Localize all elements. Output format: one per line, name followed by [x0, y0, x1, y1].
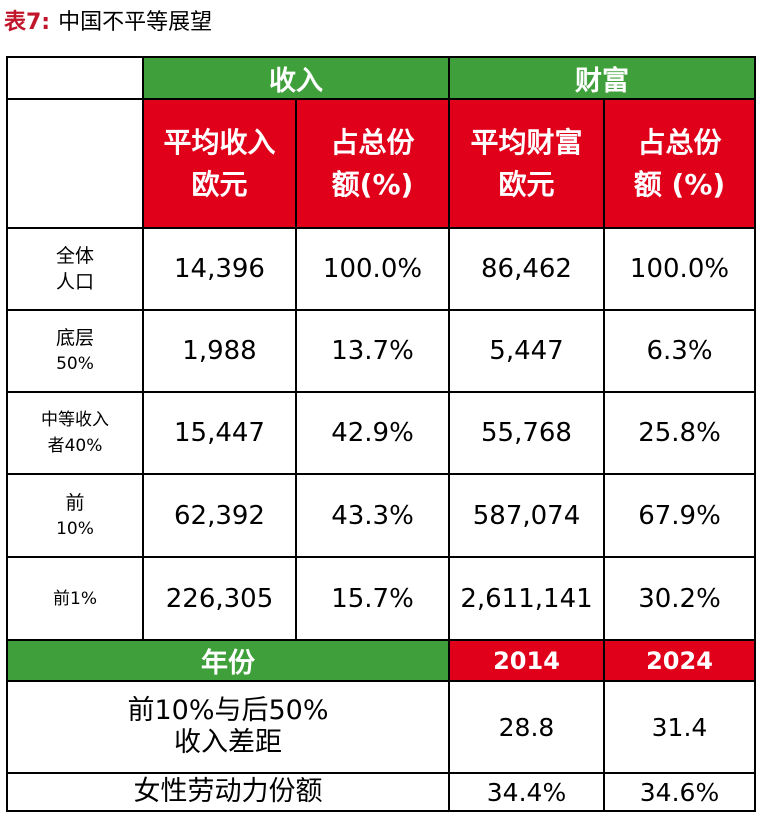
avg-income-cell: 226,305 [142, 556, 297, 641]
table-row: 全体 人口 14,396 100.0% 86,462 100.0% [6, 227, 756, 311]
corner-cell [6, 56, 144, 100]
row-label-line1: 底层 [55, 327, 94, 349]
avg-wealth-cell: 86,462 [448, 227, 605, 311]
avg-income-cell: 1,988 [142, 309, 297, 393]
income-gap-row: 前10%与后50% 收入差距 28.8 31.4 [6, 680, 756, 774]
column-header-row: 平均收入 欧元 占总份 额(%) 平均财富 欧元 占总份 额 (%) [6, 98, 756, 229]
wealth-share-cell: 67.9% [603, 473, 756, 558]
income-share-cell: 43.3% [295, 473, 450, 558]
income-gap-label-line1: 前10%与后50% [127, 695, 329, 726]
avg-income-cell: 15,447 [142, 391, 297, 475]
year-2014-cell: 2014 [448, 639, 605, 682]
income-gap-label: 前10%与后50% 收入差距 [6, 680, 450, 774]
caption-label: 表7: [4, 10, 51, 35]
avg-income-header-line1: 平均收入 [163, 125, 276, 159]
row-label-header [6, 98, 144, 229]
income-gap-2024-cell: 31.4 [603, 680, 756, 774]
wealth-share-cell: 6.3% [603, 309, 756, 393]
avg-income-header-line2: 欧元 [191, 167, 248, 201]
wealth-share-cell: 30.2% [603, 556, 756, 641]
group-header-row: 收入 财富 [6, 56, 756, 100]
row-label-line2: 50% [56, 354, 94, 374]
wealth-share-header: 占总份 额 (%) [603, 98, 756, 229]
income-share-cell: 100.0% [295, 227, 450, 311]
female-labor-2024-cell: 34.6% [603, 772, 756, 812]
avg-wealth-cell: 55,768 [448, 391, 605, 475]
table-row: 中等收入 者40% 15,447 42.9% 55,768 25.8% [6, 391, 756, 475]
year-2024-cell: 2024 [603, 639, 756, 682]
row-label-line1: 前1% [53, 588, 97, 609]
row-label: 底层 50% [6, 309, 144, 393]
inequality-table: 收入 财富 平均收入 欧元 占总份 额(%) 平均财富 欧元 占总份 额 (%)… [6, 56, 756, 812]
income-gap-2014-cell: 28.8 [448, 680, 605, 774]
avg-income-cell: 62,392 [142, 473, 297, 558]
row-label-line2: 10% [56, 518, 94, 539]
row-label-line1: 前 [65, 491, 85, 514]
income-share-header-line1: 占总份 [330, 125, 415, 159]
avg-wealth-cell: 587,074 [448, 473, 605, 558]
table-caption: 表7: 中国不平等展望 [4, 6, 212, 40]
income-share-cell: 13.7% [295, 309, 450, 393]
female-labor-label: 女性劳动力份额 [6, 772, 450, 812]
row-label-line1: 中等收入 [41, 410, 109, 430]
row-label-line1: 全体 [55, 245, 94, 267]
table-row: 底层 50% 1,988 13.7% 5,447 6.3% [6, 309, 756, 393]
wealth-group-header: 财富 [448, 56, 756, 100]
wealth-share-cell: 100.0% [603, 227, 756, 311]
avg-income-header: 平均收入 欧元 [142, 98, 297, 229]
avg-wealth-header-line2: 欧元 [498, 167, 555, 201]
avg-wealth-cell: 5,447 [448, 309, 605, 393]
row-label: 中等收入 者40% [6, 391, 144, 475]
wealth-share-cell: 25.8% [603, 391, 756, 475]
income-gap-label-line2: 收入差距 [174, 727, 282, 758]
row-label: 前1% [6, 556, 144, 641]
table-row: 前1% 226,305 15.7% 2,611,141 30.2% [6, 556, 756, 641]
avg-wealth-cell: 2,611,141 [448, 556, 605, 641]
avg-wealth-header-line1: 平均财富 [470, 125, 583, 159]
row-label-line2: 者40% [47, 436, 103, 456]
income-share-cell: 15.7% [295, 556, 450, 641]
wealth-share-header-line1: 占总份 [637, 125, 722, 159]
table-row: 前 10% 62,392 43.3% 587,074 67.9% [6, 473, 756, 558]
income-group-header: 收入 [142, 56, 450, 100]
year-label-cell: 年份 [6, 639, 450, 682]
female-labor-2014-cell: 34.4% [448, 772, 605, 812]
wealth-share-header-line2: 额 (%) [633, 167, 726, 201]
row-label: 前 10% [6, 473, 144, 558]
income-share-header-line2: 额(%) [331, 167, 414, 201]
row-label-line2: 人口 [55, 271, 94, 293]
income-share-header: 占总份 额(%) [295, 98, 450, 229]
caption-title: 中国不平等展望 [58, 10, 213, 35]
year-header-row: 年份 2014 2024 [6, 639, 756, 682]
female-labor-row: 女性劳动力份额 34.4% 34.6% [6, 772, 756, 812]
income-share-cell: 42.9% [295, 391, 450, 475]
avg-wealth-header: 平均财富 欧元 [448, 98, 605, 229]
avg-income-cell: 14,396 [142, 227, 297, 311]
row-label: 全体 人口 [6, 227, 144, 311]
